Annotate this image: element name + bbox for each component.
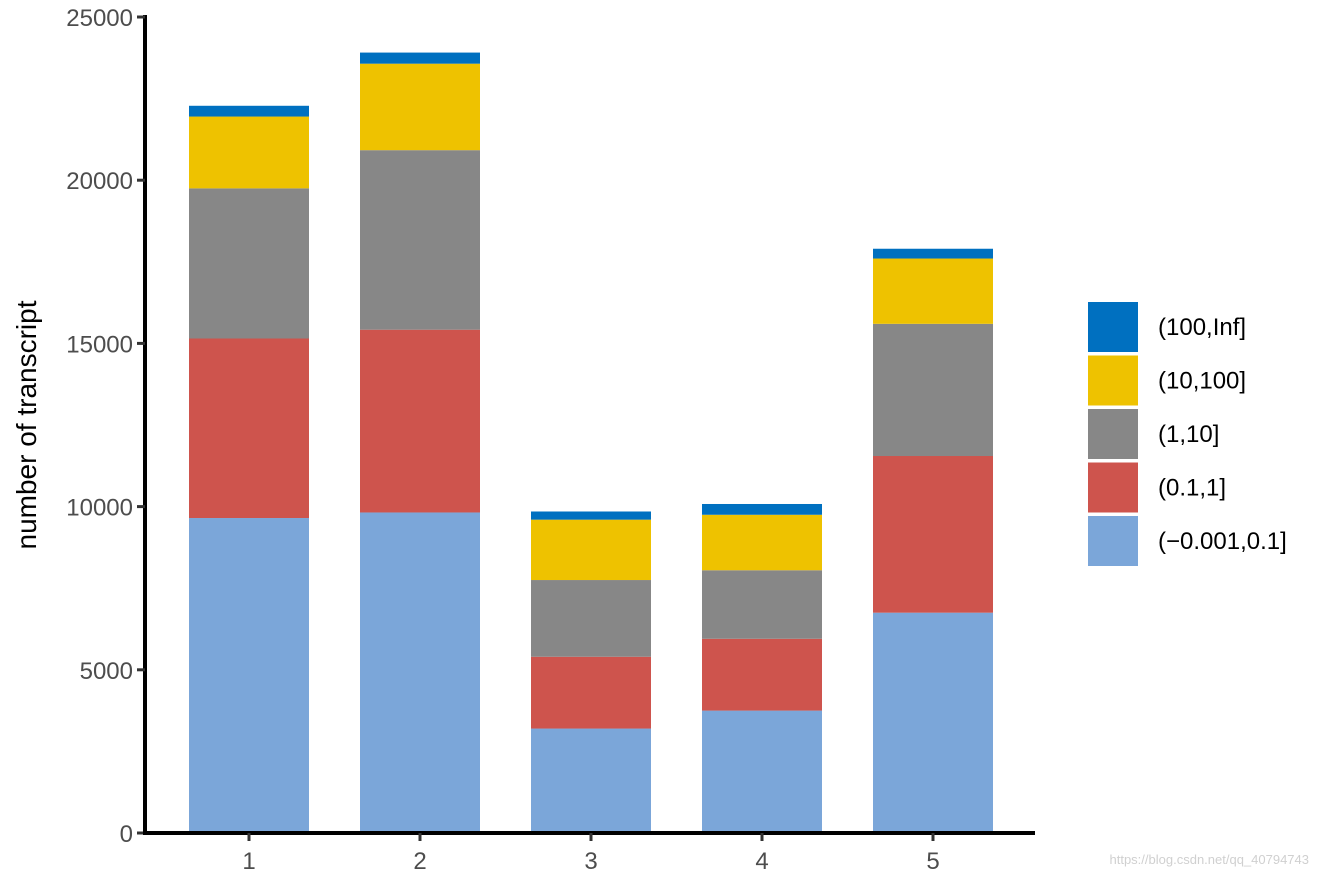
y-tick-label-2: 10000 [66,495,133,522]
bar-3-series-2 [531,580,651,657]
legend-label-0: (−0.001,0.1] [1158,528,1287,555]
watermark-text: https://blog.csdn.net/qq_40794743 [1109,852,1310,867]
bar-4-series-1 [702,638,822,711]
bar-4-series-2 [702,570,822,639]
bar-2-series-0 [360,512,480,833]
bar-3-series-1 [531,656,651,729]
x-tick-label-3: 3 [584,848,597,875]
x-tick-label-1: 1 [242,848,255,875]
legend-key-4 [1088,302,1138,352]
y-tick-label-4: 20000 [66,168,133,195]
bar-2-series-2 [360,150,480,330]
bar-1-series-1 [189,338,309,519]
y-axis-title: number of transcript [11,300,42,549]
bar-5-series-4 [873,248,993,259]
bars-layer [189,52,993,833]
bar-5-series-2 [873,323,993,457]
x-axis: 1 2 3 4 5 [143,831,1035,875]
legend: (100,Inf] (10,100] (1,10] (0.1,1] (−0.001,0.… [1088,302,1287,566]
bar-4-series-4 [702,503,822,515]
bar-1-series-0 [189,518,309,833]
y-tick-label-1: 5000 [80,658,133,685]
bar-2-series-4 [360,52,480,64]
bar-1-series-4 [189,105,309,117]
legend-key-0 [1088,516,1138,566]
bar-3-series-0 [531,728,651,833]
bar-4-series-3 [702,514,822,571]
bar-1-series-3 [189,116,309,189]
x-tick-label-5: 5 [926,848,939,875]
legend-label-4: (100,Inf] [1158,314,1246,341]
y-axis: 0 5000 10000 15000 20000 25000 [66,5,147,848]
legend-key-2 [1088,409,1138,459]
y-tick-label-0: 0 [120,821,133,848]
bar-2-series-3 [360,63,480,151]
bar-2-series-1 [360,329,480,513]
legend-label-3: (10,100] [1158,368,1246,395]
bar-4-series-0 [702,710,822,833]
bar-5-series-1 [873,456,993,613]
bar-3-series-3 [531,519,651,581]
bar-3-series-4 [531,511,651,520]
legend-label-2: (1,10] [1158,421,1219,448]
bar-1-series-2 [189,188,309,339]
bar-5-series-3 [873,258,993,324]
y-tick-label-3: 15000 [66,331,133,358]
x-tick-label-4: 4 [755,848,768,875]
legend-key-3 [1088,355,1138,406]
legend-label-1: (0.1,1] [1158,475,1226,502]
legend-key-1 [1088,462,1138,513]
y-tick-label-5: 25000 [66,5,133,32]
bar-5-series-0 [873,612,993,833]
x-tick-label-2: 2 [413,848,426,875]
